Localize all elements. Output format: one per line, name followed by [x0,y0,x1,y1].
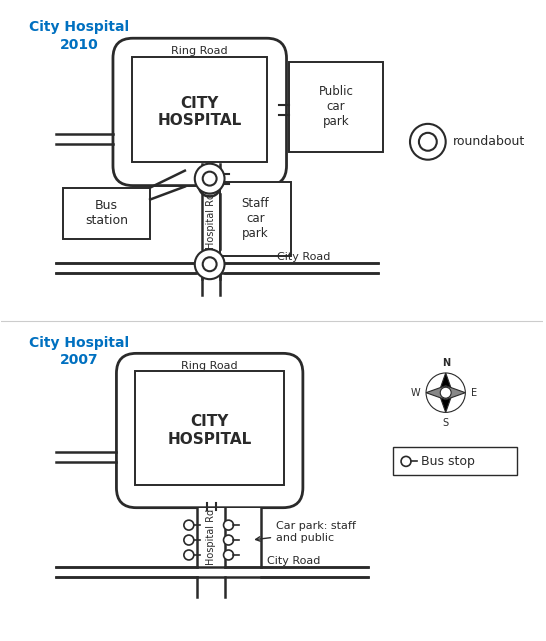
Circle shape [223,550,234,560]
Bar [224,508,261,567]
Polygon shape [439,373,453,393]
Text: City Hospital
2007: City Hospital 2007 [29,336,129,367]
Polygon shape [439,393,453,412]
Circle shape [410,124,446,160]
Text: N: N [442,358,450,368]
Circle shape [195,163,224,194]
Bar [63,188,150,239]
Text: Public
car
park: Public car park [319,85,354,128]
Text: Bus
station: Bus station [85,199,128,228]
Text: City Hospital
2010: City Hospital 2010 [29,21,129,52]
Text: Ring Road: Ring Road [171,46,228,56]
Text: W: W [410,388,420,397]
Text: Ring Road: Ring Road [181,362,238,371]
Circle shape [401,456,411,467]
Circle shape [184,520,194,530]
Bar [135,370,284,485]
Bar [219,181,291,256]
Text: CITY
HOSPITAL: CITY HOSPITAL [158,96,242,128]
Text: E: E [472,388,478,397]
Circle shape [195,249,224,279]
Circle shape [419,133,437,151]
Text: roundabout: roundabout [453,135,525,148]
Text: Staff
car
park: Staff car park [241,197,269,240]
Text: Car park: staff
and public: Car park: staff and public [256,521,356,543]
Polygon shape [446,386,465,400]
Text: Bus stop: Bus stop [421,455,475,468]
Circle shape [184,535,194,545]
Circle shape [184,550,194,560]
Text: City Road: City Road [277,253,330,262]
Circle shape [440,387,451,398]
Circle shape [223,535,234,545]
Text: City Road: City Road [268,556,321,566]
Bar [197,508,224,567]
Bar [393,447,517,476]
Bar [132,57,267,162]
Text: S: S [443,417,449,428]
FancyBboxPatch shape [116,353,303,508]
Circle shape [223,520,234,530]
Text: Hospital Rd: Hospital Rd [206,509,216,565]
FancyBboxPatch shape [113,38,287,186]
Text: Hospital Rd: Hospital Rd [206,194,216,249]
Text: CITY
HOSPITAL: CITY HOSPITAL [168,414,252,447]
Bar [289,62,383,152]
Circle shape [203,172,217,186]
Circle shape [203,257,217,271]
Polygon shape [426,386,446,400]
